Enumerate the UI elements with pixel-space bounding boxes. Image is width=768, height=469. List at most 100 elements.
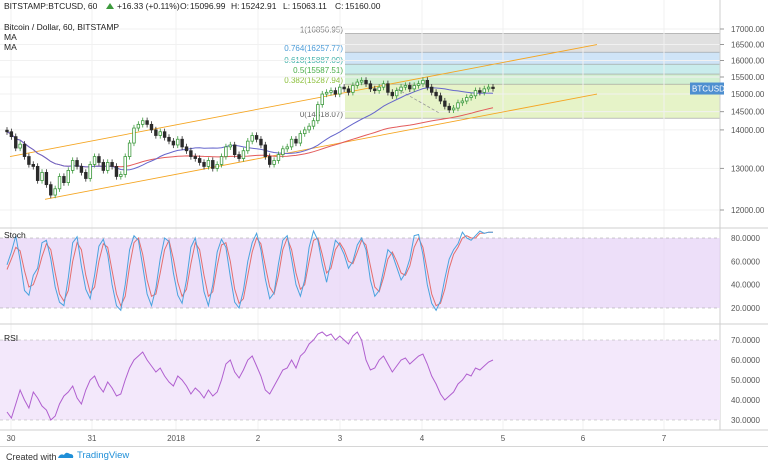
time-axis[interactable]: 30 31 2018 2 3 4 5 6 7 xyxy=(7,434,667,443)
candle-body xyxy=(386,83,390,93)
candle-body xyxy=(141,120,145,125)
candle-body xyxy=(289,138,294,148)
candle-body xyxy=(355,81,359,86)
candle-body xyxy=(451,107,456,111)
candle-body xyxy=(320,93,324,105)
candle-body xyxy=(53,188,57,196)
tradingview-link[interactable]: TradingView xyxy=(58,450,129,461)
up-arrow-icon xyxy=(106,3,114,9)
ohlc-close-label: C: xyxy=(335,1,344,11)
price-tick-label: 14000.00 xyxy=(731,126,765,135)
candlesticks xyxy=(5,77,495,199)
candle-body xyxy=(62,176,66,183)
candle-body xyxy=(434,91,438,97)
time-tick-label: 2018 xyxy=(167,434,185,443)
footer: Created with TradingView xyxy=(0,446,768,469)
tradingview-brand: TradingView xyxy=(77,450,130,461)
candle-body xyxy=(114,166,119,177)
candle-body xyxy=(119,174,123,177)
candle-body xyxy=(399,86,403,91)
candle-body xyxy=(97,156,101,163)
candle-body xyxy=(18,143,22,149)
channel-upper-line xyxy=(9,44,598,157)
price-tick-label: 16500.00 xyxy=(731,41,765,50)
candle-body xyxy=(35,166,40,181)
moving-averages xyxy=(6,87,494,171)
candle-body xyxy=(276,154,281,161)
candle-body xyxy=(193,156,197,159)
ohlc-open-value: 15096.99 xyxy=(190,1,226,11)
tradingview-logo-icon xyxy=(58,452,74,458)
rsi-title: RSI xyxy=(4,333,18,343)
candle-body xyxy=(27,156,31,165)
candle-body xyxy=(149,123,154,131)
candle-body xyxy=(79,166,84,173)
candle-body xyxy=(403,85,408,88)
candle-body xyxy=(40,172,44,181)
candle-body xyxy=(281,148,285,155)
candle-body xyxy=(430,86,434,93)
fib-band xyxy=(345,52,720,65)
candle-body xyxy=(106,162,110,171)
trend-channel[interactable] xyxy=(9,44,598,200)
time-tick-label: 3 xyxy=(338,434,343,443)
candle-body xyxy=(171,140,176,146)
candle-body xyxy=(268,156,272,165)
candle-body xyxy=(132,127,136,144)
candle-body xyxy=(394,90,399,97)
candle-body xyxy=(272,160,276,165)
candle-body xyxy=(254,135,259,140)
fib-band xyxy=(345,33,720,53)
candle-body xyxy=(482,88,486,93)
candle-body xyxy=(486,86,491,90)
stoch-tick-label: 80.0000 xyxy=(731,234,760,243)
candle-body xyxy=(263,144,268,157)
candle-body xyxy=(324,91,329,95)
candle-body xyxy=(491,86,495,89)
current-price-badge-text: BTCUSD xyxy=(692,85,725,94)
candle-body xyxy=(49,184,53,196)
candle-body xyxy=(373,88,377,91)
ohlc-open-label: O: xyxy=(180,1,189,11)
stoch-k-line xyxy=(6,229,493,312)
created-with-text: Created with xyxy=(6,452,57,462)
time-tick-label: 2 xyxy=(256,434,261,443)
candle-body xyxy=(228,144,232,148)
legend-symbol: Bitcoin / Dollar, 60, BITSTAMP xyxy=(4,22,119,32)
stoch-tick-label: 20.0000 xyxy=(731,304,760,313)
candle-body xyxy=(469,95,473,98)
candle-body xyxy=(101,162,106,171)
candle-body xyxy=(75,160,79,167)
fib-level-label: 0(14318.07) xyxy=(300,110,343,119)
stoch-band xyxy=(0,238,720,308)
fib-level-label: 0.764(16257.77) xyxy=(284,44,343,53)
price-tick-label: 16000.00 xyxy=(731,57,765,66)
candle-body xyxy=(180,138,184,148)
candle-body xyxy=(478,90,482,93)
ohlc-high-value: 15242.91 xyxy=(241,1,277,11)
candle-body xyxy=(465,97,469,102)
price-axis[interactable]: 17000.00 16500.00 16000.00 15500.00 15000.00… xyxy=(720,25,765,215)
stoch-pane: 80.0000 60.0000 40.0000 20.0000 xyxy=(0,229,760,313)
candle-body xyxy=(215,164,219,169)
ohlc-low-label: L: xyxy=(283,1,290,11)
ohlc-low-value: 15063.11 xyxy=(292,1,327,11)
candle-body xyxy=(333,90,338,95)
current-price-label: BTCUSD xyxy=(690,82,725,95)
candle-body xyxy=(110,162,114,167)
candle-body xyxy=(70,160,75,171)
candle-body xyxy=(425,79,430,88)
candle-body xyxy=(460,100,465,104)
fibonacci-retracement[interactable]: 1(16856.95)0.764(16257.77)0.618(15887.09… xyxy=(284,25,720,119)
candle-body xyxy=(224,146,228,157)
candle-body xyxy=(307,125,311,131)
rsi-tick-label: 30.0000 xyxy=(731,416,760,425)
price-tick-label: 15500.00 xyxy=(731,73,765,82)
candle-body xyxy=(57,176,62,190)
price-tick-label: 13000.00 xyxy=(731,164,765,173)
candle-body xyxy=(66,170,70,183)
candle-body xyxy=(381,83,386,88)
rsi-pane: 70.0000 60.0000 50.0000 40.0000 30.0000 xyxy=(0,331,760,425)
candle-body xyxy=(154,129,158,136)
candle-body xyxy=(377,86,381,91)
